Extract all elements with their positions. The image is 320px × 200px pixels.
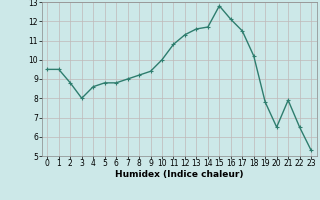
X-axis label: Humidex (Indice chaleur): Humidex (Indice chaleur) (115, 170, 244, 179)
